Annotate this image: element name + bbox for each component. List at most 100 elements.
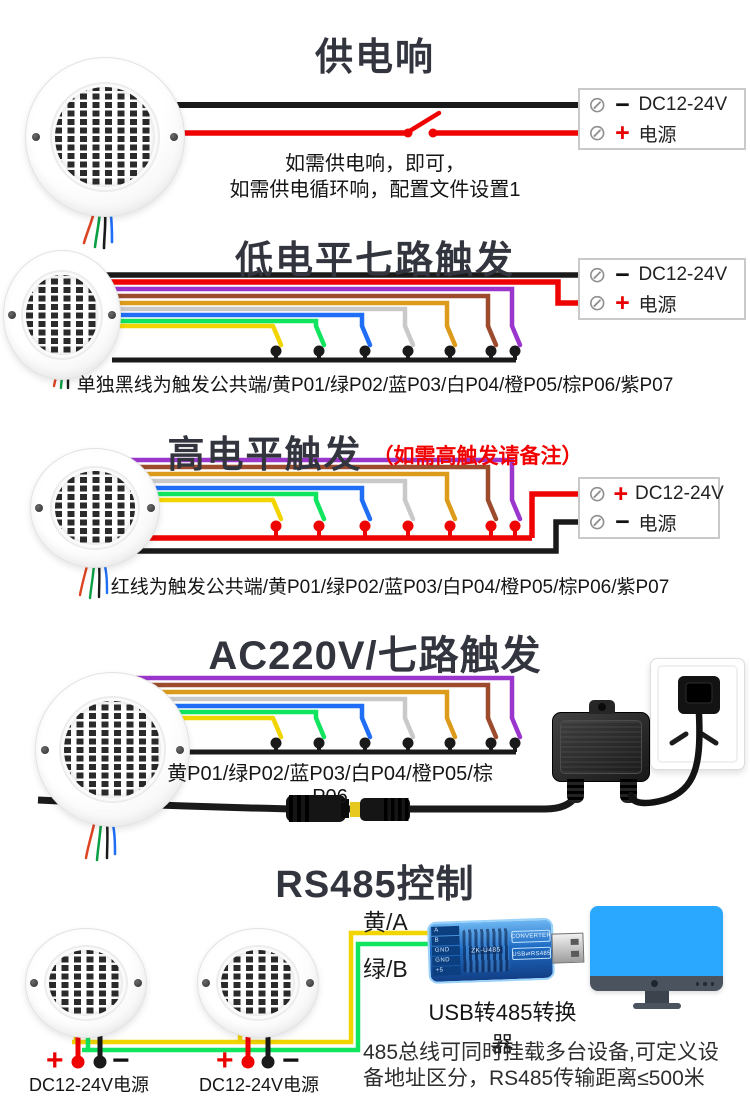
speaker-grille xyxy=(45,946,127,1020)
speaker-grille xyxy=(52,84,158,190)
converter-model-text: ZK-U485 xyxy=(469,946,503,955)
speaker-image-1 xyxy=(25,57,185,217)
minus-sign: − xyxy=(112,1044,130,1077)
section3-caption: 红线为触发公共端/黄P01/绿P02/蓝P03/白P04/橙P05/棕P06/紫… xyxy=(110,577,670,598)
minus-sign: − xyxy=(615,90,630,119)
usb-rs485-converter: A B GND GND +5 ZK-U485 CONVERTER USB⇌RS4… xyxy=(426,917,587,986)
wall-socket-face xyxy=(657,665,738,763)
minus-sign: − xyxy=(615,260,630,289)
section4-caption: 黄P01/绿P02/蓝P03/白P04/橙P05/棕P06 xyxy=(167,763,493,808)
converter-badge: CONVERTER xyxy=(511,929,551,944)
speaker-screw xyxy=(202,979,211,987)
speaker-image-2 xyxy=(3,250,121,380)
wire-b-label: 绿/B xyxy=(363,956,408,982)
speaker-grille xyxy=(217,946,299,1020)
screw-terminal-icon: ⊘ xyxy=(588,120,607,145)
r485-note-line2: 备地址区分，RS485传输距离≤500米 xyxy=(363,1066,705,1090)
monitor-screen xyxy=(590,906,723,976)
minus-sign: − xyxy=(615,507,630,536)
converter-terminal-label: A xyxy=(431,925,460,936)
monitor-stand xyxy=(644,991,669,1003)
power-adapter xyxy=(552,700,650,803)
adapter-cable-gland xyxy=(620,779,637,803)
psu1-label: DC12-24V电源 xyxy=(28,1075,150,1095)
speaker-screw xyxy=(146,504,155,512)
section5-title: RS485控制 xyxy=(275,864,475,906)
s3-red-common-bus xyxy=(88,491,580,541)
speaker-grille xyxy=(52,468,138,548)
wall-socket xyxy=(650,658,745,770)
speaker-screw xyxy=(30,979,39,987)
s3-switch-dots xyxy=(270,520,521,532)
speaker-screw xyxy=(170,133,179,141)
adapter-mount-tab xyxy=(589,700,615,714)
speaker-screw xyxy=(8,311,17,319)
speaker-grille xyxy=(61,698,164,801)
section4-title: AC220V/七路触发 xyxy=(208,634,542,678)
terminal-row: ⊘ − 电源 xyxy=(588,509,710,535)
monitor-frame xyxy=(590,906,723,991)
converter-terminal-label: B xyxy=(431,935,460,946)
plus-sign: + xyxy=(615,118,630,147)
s2-brown-wire xyxy=(58,293,499,348)
terminal-row: ⊘ − DC12-24V xyxy=(588,262,736,288)
plus-sign: + xyxy=(46,1044,64,1077)
terminal-label: 电源 xyxy=(638,124,677,146)
terminal-label: 电源 xyxy=(638,294,677,316)
converter-badge: USB⇌RS485 xyxy=(511,946,552,961)
section3-title-note: （如需高触发请备注） xyxy=(372,445,583,468)
terminal-label: 电源 xyxy=(638,513,677,535)
speaker-screw xyxy=(133,979,142,987)
s4-switch-dots xyxy=(270,737,521,749)
s2-purple-wire xyxy=(58,286,523,348)
plus-sign: + xyxy=(613,479,629,508)
section1-title: 供电响 xyxy=(314,37,435,79)
plus-sign: + xyxy=(216,1044,234,1077)
computer-monitor-icon xyxy=(590,906,723,1009)
converter-terminal-block: A B GND GND +5 xyxy=(431,925,461,977)
terminal-row: ⊘ + 电源 xyxy=(588,120,736,146)
adapter-face xyxy=(560,720,642,774)
converter-terminal-label: +5 xyxy=(432,965,461,976)
monitor-bezel xyxy=(590,976,723,991)
screw-terminal-icon: ⊘ xyxy=(588,290,607,315)
converter-terminal-label: GND xyxy=(431,945,461,956)
s2-red-wire xyxy=(58,279,580,306)
converter-ridges: ZK-U485 xyxy=(462,928,510,973)
terminal-row: ⊘ + DC12-24V xyxy=(588,479,724,508)
speaker-grille xyxy=(23,272,101,358)
speaker-screw xyxy=(305,979,314,987)
terminal-label: DC12-24V xyxy=(638,264,728,285)
screw-terminal-icon: ⊘ xyxy=(588,92,607,117)
monitor-buttons xyxy=(695,982,714,986)
speaker-screw xyxy=(41,745,50,754)
speaker-screw xyxy=(175,745,184,754)
screw-terminal-icon: ⊘ xyxy=(588,509,607,534)
terminal-row: ⊘ + 电源 xyxy=(588,290,736,316)
section3-title-text: 高电平触发 xyxy=(167,434,363,475)
monitor-camera-dot xyxy=(651,980,658,987)
speaker-image-3 xyxy=(30,448,160,568)
terminal-row: ⊘ − DC12-24V xyxy=(588,92,736,118)
r485-note-line1: 485总线可同时挂载多台设备,可定义设 xyxy=(363,1041,719,1064)
adapter-cable-gland xyxy=(567,779,584,803)
converter-terminal-label: GND xyxy=(432,955,461,966)
rs485-note: 485总线可同时挂载多台设备,可定义设 备地址区分，RS485传输距离≤500米 xyxy=(363,1040,748,1091)
s2-switch-dots xyxy=(270,345,521,357)
section1-note-line2: 如需供电循环响，配置文件设置1 xyxy=(229,179,521,201)
psu2-label: DC12-24V电源 xyxy=(198,1075,320,1095)
terminal-label: DC12-24V xyxy=(638,94,728,115)
speaker-screw xyxy=(35,504,44,512)
s1-red-power-wire xyxy=(170,110,580,136)
speaker-screw xyxy=(31,133,40,141)
screw-terminal-icon: ⊘ xyxy=(588,481,607,506)
speaker-image-5b xyxy=(197,928,319,1038)
plus-sign: + xyxy=(615,288,630,317)
s3-black-power-wire xyxy=(118,519,580,554)
usb-plug-icon xyxy=(551,932,585,964)
s2-common-ground-line xyxy=(112,349,517,363)
power-terminal-block-3: ⊘ + DC12-24V ⊘ − 电源 xyxy=(578,477,724,539)
minus-sign: − xyxy=(282,1044,300,1077)
s4-common-ground-line xyxy=(150,745,517,755)
s1-switch-dots xyxy=(403,128,438,138)
